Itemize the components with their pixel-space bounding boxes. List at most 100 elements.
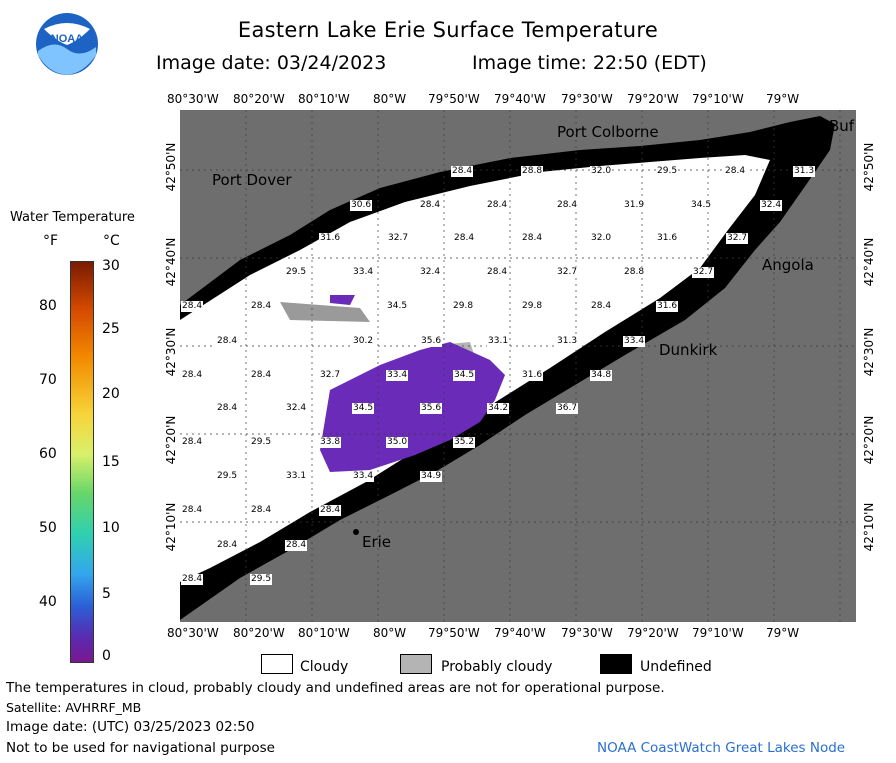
temp-label: 28.4 [521, 233, 544, 244]
city-dot [752, 237, 758, 243]
temp-label: 28.4 [250, 301, 273, 312]
unit-c: °C [103, 233, 120, 249]
temp-label: 28.4 [181, 301, 204, 312]
lon-label-bottom: 79°40'W [494, 626, 546, 640]
lat-label-left: 42°10'N [164, 502, 178, 552]
temp-label: 31.6 [319, 233, 342, 244]
svg-text:NOAA: NOAA [51, 33, 83, 45]
lat-label-right: 42°20'N [862, 415, 876, 465]
temp-label: 32.4 [285, 403, 308, 414]
temp-label: 35.6 [420, 403, 443, 414]
temp-label: 31.6 [521, 370, 544, 381]
temp-label: 28.4 [556, 200, 579, 211]
f-tick: 40 [39, 594, 57, 610]
temp-label: 32.0 [590, 166, 613, 177]
temp-label: 28.4 [486, 200, 509, 211]
satellite: Satellite: AVHRRF_MB [6, 700, 142, 715]
c-tick: 25 [102, 321, 120, 337]
lon-label-bottom: 79°50'W [428, 626, 480, 640]
city-label: Dunkirk [659, 341, 718, 359]
temp-label: 34.9 [420, 471, 443, 482]
f-tick: 50 [39, 520, 57, 536]
lon-label-top: 80°20'W [233, 92, 285, 106]
city-label: Angola [762, 256, 814, 274]
temp-label: 33.8 [319, 437, 342, 448]
temp-label: 28.4 [216, 336, 239, 347]
nav-warning: Not to be used for navigational purpose [6, 740, 275, 756]
temp-label: 33.4 [352, 471, 375, 482]
temp-label: 32.7 [387, 233, 410, 244]
temp-label: 32.0 [590, 233, 613, 244]
f-tick: 70 [39, 372, 57, 388]
lon-label-bottom: 80°20'W [233, 626, 285, 640]
temp-label: 28.4 [590, 301, 613, 312]
legend-undefined-label: Undefined [640, 659, 712, 675]
temp-label: 33.4 [623, 336, 646, 347]
lon-label-bottom: 79°30'W [561, 626, 613, 640]
temp-label: 33.1 [285, 471, 308, 482]
temp-label: 32.7 [692, 267, 715, 278]
temp-label: 28.4 [181, 574, 204, 585]
temp-label: 30.6 [350, 200, 373, 211]
temp-label: 34.5 [690, 200, 713, 211]
lake-map [180, 110, 856, 622]
temp-label: 30.2 [352, 336, 375, 347]
city-dot [818, 121, 824, 127]
lon-label-top: 80°W [373, 92, 407, 106]
cold-water-region [330, 295, 355, 305]
legend-cloudy-label: Cloudy [300, 659, 349, 675]
lon-label-bottom: 80°30'W [167, 626, 219, 640]
legend-probably-cloudy-swatch [400, 654, 432, 674]
legend-cloudy-swatch [261, 654, 293, 674]
city-label: Erie [362, 533, 392, 551]
temp-label: 29.5 [216, 471, 239, 482]
temp-label: 32.4 [419, 267, 442, 278]
temp-label: 31.3 [793, 166, 816, 177]
lon-label-bottom: 79°W [766, 626, 800, 640]
c-tick: 30 [102, 258, 120, 274]
lon-label-bottom: 79°20'W [627, 626, 679, 640]
lat-label-left: 42°20'N [164, 415, 178, 465]
temp-label: 29.5 [250, 437, 273, 448]
temp-label: 31.6 [656, 301, 679, 312]
map-title: Eastern Lake Erie Surface Temperature [237, 18, 659, 42]
temp-label: 28.8 [623, 267, 646, 278]
f-tick: 80 [39, 298, 57, 314]
lat-label-right: 42°40'N [862, 237, 876, 287]
legend-probably-cloudy-label: Probably cloudy [441, 659, 553, 675]
disclaimer: The temperatures in cloud, probably clou… [6, 680, 665, 696]
temp-label: 29.5 [250, 574, 273, 585]
city-label: Buf [829, 117, 855, 135]
c-tick: 10 [102, 520, 120, 536]
temp-label: 33.1 [487, 336, 510, 347]
temp-label: 28.4 [216, 403, 239, 414]
lake-map-svg [180, 110, 856, 622]
temp-label: 28.4 [181, 370, 204, 381]
lon-label-top: 79°30'W [561, 92, 613, 106]
lon-label-top: 80°30'W [167, 92, 219, 106]
lon-label-top: 79°W [766, 92, 800, 106]
lon-label-bottom: 79°10'W [692, 626, 744, 640]
temp-label: 28.8 [521, 166, 544, 177]
lat-label-left: 42°30'N [164, 327, 178, 377]
temp-label: 28.4 [451, 166, 474, 177]
temp-label: 28.4 [486, 267, 509, 278]
city-dot [353, 529, 359, 535]
lon-label-top: 79°10'W [692, 92, 744, 106]
temp-label: 36.7 [556, 403, 579, 414]
temp-label: 31.3 [556, 336, 579, 347]
lat-label-right: 42°10'N [862, 502, 876, 552]
probably-cloudy-region [280, 302, 370, 322]
legend-undefined-swatch [600, 654, 632, 674]
temp-label: 34.5 [386, 301, 409, 312]
temp-label: 29.5 [656, 166, 679, 177]
temp-label: 33.4 [352, 267, 375, 278]
temp-label: 32.7 [319, 370, 342, 381]
temp-label: 28.4 [724, 166, 747, 177]
image-date: Image date: 03/24/2023 [156, 52, 387, 74]
image-time: Image time: 22:50 (EDT) [472, 52, 707, 74]
temp-label: 28.4 [181, 505, 204, 516]
temp-label: 29.8 [452, 301, 475, 312]
temp-label: 34.5 [453, 370, 476, 381]
graticule [180, 110, 856, 622]
